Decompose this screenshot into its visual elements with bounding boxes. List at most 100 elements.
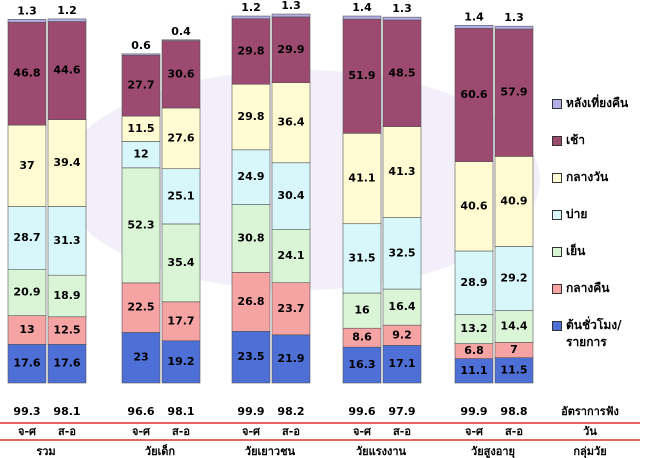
value-label: 18.9 — [53, 289, 80, 302]
bar-segment — [47, 21, 87, 120]
value-label: 41.3 — [388, 165, 415, 178]
value-label: 0.4 — [171, 25, 191, 38]
total-label: 96.6 — [127, 405, 154, 418]
bar-segment — [161, 168, 201, 225]
bar-segment — [342, 346, 382, 384]
legend-label: เช้า — [566, 133, 585, 147]
total-label: 98.8 — [500, 405, 527, 418]
bar-segment — [271, 334, 311, 384]
legend-item: หลังเที่ยงคืน — [552, 95, 648, 112]
value-label: 14.4 — [500, 319, 527, 332]
bar-segment — [161, 301, 201, 342]
value-label: 32.5 — [388, 246, 415, 259]
value-label: 17.6 — [53, 357, 80, 370]
bar-segment — [454, 314, 494, 344]
value-label: 29.8 — [237, 44, 264, 57]
legend-swatch — [552, 321, 562, 331]
value-label: 60.6 — [460, 88, 487, 101]
bar-segment — [382, 126, 422, 218]
value-label: 12 — [133, 148, 148, 161]
value-label: 40.9 — [500, 194, 527, 207]
x-tick-label: จ-ศ — [242, 425, 261, 438]
value-label: 1.3 — [392, 2, 412, 15]
bar-segment — [494, 28, 534, 157]
value-label: 17.6 — [13, 357, 40, 370]
total-label: 99.9 — [237, 405, 264, 418]
value-label: 24.1 — [277, 249, 304, 262]
row-header: อัตราการฟัง — [561, 405, 619, 418]
legend-item: บ่าย — [552, 206, 648, 223]
legend-item: กลางคืน — [552, 280, 648, 297]
total-label: 98.1 — [167, 405, 194, 418]
bar-segment — [271, 282, 311, 336]
value-label: 17.1 — [388, 357, 415, 370]
bar-segment — [7, 19, 47, 23]
value-label: 36.4 — [277, 116, 304, 129]
bar-segment — [7, 269, 47, 316]
value-label: 35.4 — [167, 256, 194, 269]
value-label: 1.4 — [352, 1, 372, 14]
legend-swatch — [552, 247, 562, 257]
bar-segment — [342, 133, 382, 225]
legend-item: เย็น — [552, 243, 648, 260]
bar-segment — [271, 16, 311, 83]
value-label: 12.5 — [53, 324, 80, 337]
bar-segment — [161, 39, 201, 41]
bar-segment — [47, 206, 87, 276]
value-label: 25.1 — [167, 189, 194, 202]
value-label: 1.3 — [504, 11, 524, 24]
value-label: 16 — [354, 304, 370, 317]
legend-item: เช้า — [552, 132, 648, 149]
legend-swatch — [552, 210, 562, 220]
bar-segment — [454, 161, 494, 252]
bar-segment — [231, 149, 271, 205]
value-label: 39.4 — [53, 156, 80, 169]
value-label: 44.6 — [53, 64, 80, 77]
bar-segment — [271, 13, 311, 18]
bar-segment — [231, 18, 271, 85]
value-label: 16.3 — [348, 358, 375, 371]
bar-segment — [342, 15, 382, 20]
legend-swatch — [552, 284, 562, 294]
x-tick-label: ส-อ — [172, 425, 190, 438]
value-label: 29.9 — [277, 43, 304, 56]
bar-segment — [454, 358, 494, 384]
group-label: รวม — [36, 445, 55, 458]
x-tick-label: จ-ศ — [353, 425, 372, 438]
bar-segment — [231, 204, 271, 273]
value-label: 40.6 — [460, 199, 487, 212]
bar-segment — [121, 54, 161, 117]
value-label: 9.2 — [392, 328, 412, 341]
value-label: 8.6 — [352, 331, 372, 344]
value-label: 1.3 — [281, 0, 301, 12]
bar-segment — [121, 282, 161, 333]
total-label: 97.9 — [388, 405, 415, 418]
x-tick-label: จ-ศ — [18, 425, 37, 438]
bar-segment — [47, 18, 87, 22]
value-label: 1.4 — [464, 10, 484, 23]
group-label: วัยแรงงาน — [356, 445, 407, 458]
bar-segment — [454, 24, 494, 29]
legend-label: หลังเที่ยงคืน — [566, 96, 629, 110]
total-label: 99.9 — [460, 405, 487, 418]
bar-segment — [7, 315, 47, 345]
value-label: 23.5 — [237, 350, 264, 363]
value-label: 1.3 — [17, 4, 37, 17]
value-label: 20.9 — [13, 286, 40, 299]
bar-segment — [161, 40, 201, 109]
legend-label: บ่าย — [566, 207, 588, 221]
bar-segment — [494, 310, 534, 343]
x-tick-label: ส-อ — [282, 425, 300, 438]
legend-swatch — [552, 136, 562, 146]
value-label: 31.5 — [348, 251, 375, 264]
legend-label: ต้นชั่วโมง/ รายการ — [566, 318, 622, 349]
value-label: 46.8 — [13, 67, 40, 80]
group-label: วัยสูงอายุ — [471, 445, 515, 458]
bar-segment — [494, 246, 534, 311]
bar-segment — [494, 156, 534, 247]
legend-swatch — [552, 99, 562, 109]
x-tick-label: ส-อ — [58, 425, 76, 438]
bar-segment — [161, 340, 201, 384]
value-label: 1.2 — [57, 4, 77, 17]
